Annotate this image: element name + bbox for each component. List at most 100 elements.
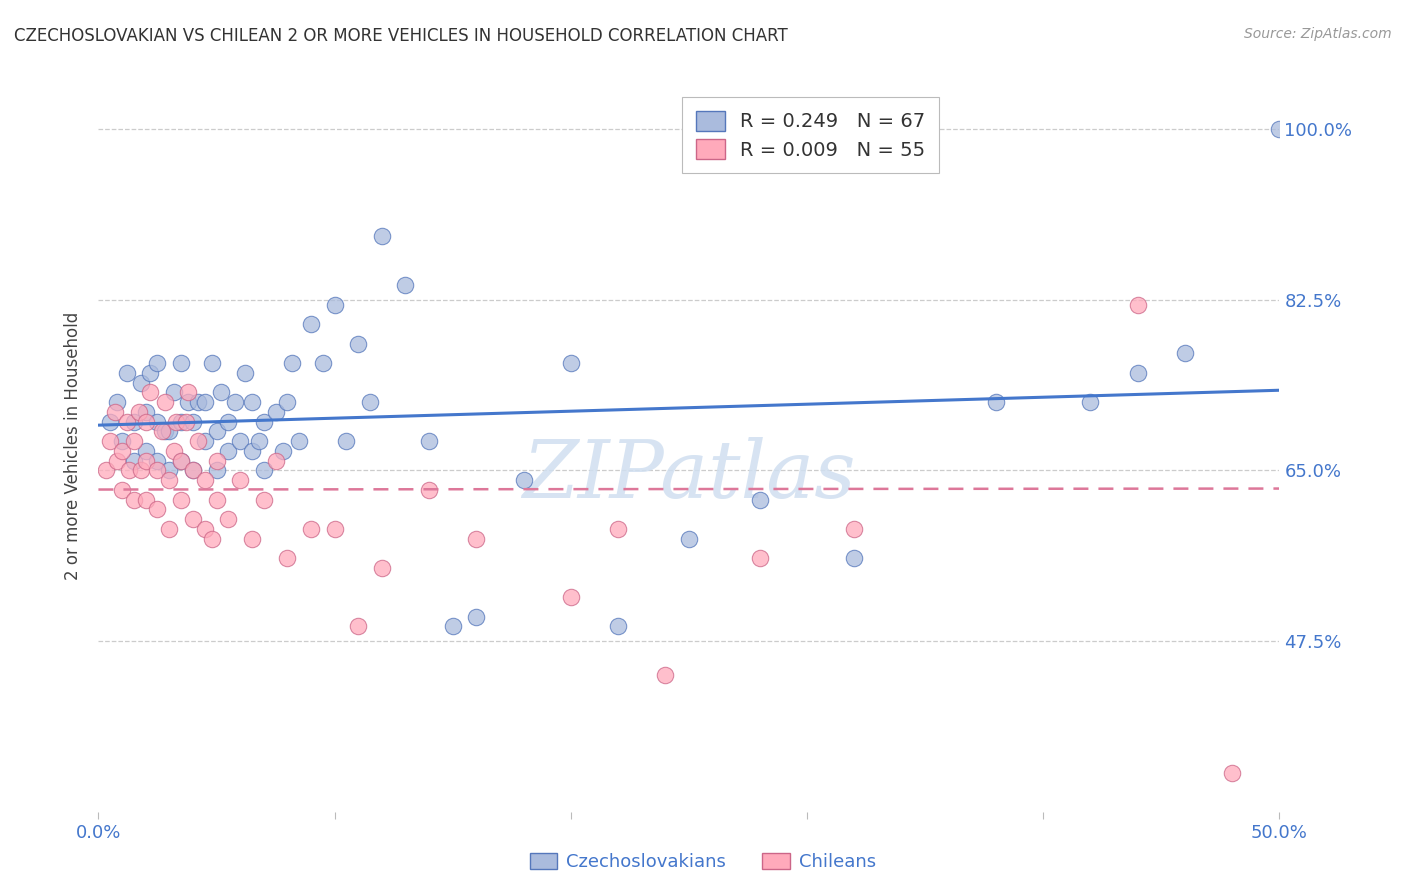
Y-axis label: 2 or more Vehicles in Household: 2 or more Vehicles in Household (65, 312, 83, 580)
Point (187, 434, 209, 449)
Point (323, 522, 346, 536)
Point (181, 415, 204, 429)
Point (247, 434, 270, 449)
Legend: R = 0.249   N = 67, R = 0.009   N = 55: R = 0.249 N = 67, R = 0.009 N = 55 (682, 97, 939, 173)
Point (122, 434, 145, 449)
Point (94, 463, 117, 477)
Point (170, 415, 193, 429)
Legend: Czechoslovakians, Chileans: Czechoslovakians, Chileans (523, 846, 883, 879)
Point (217, 512, 239, 526)
Point (177, 385, 200, 400)
Point (170, 453, 193, 467)
Point (205, 463, 228, 477)
Point (240, 443, 263, 458)
Point (465, 532, 488, 546)
Point (299, 522, 322, 536)
Point (174, 415, 197, 429)
Point (264, 405, 287, 419)
Point (607, 522, 630, 536)
Point (394, 278, 416, 293)
Point (150, 425, 173, 439)
Point (654, 668, 676, 682)
Point (1220, 765, 1243, 780)
Point (111, 483, 134, 497)
Point (335, 434, 357, 449)
Point (748, 551, 770, 566)
Point (253, 463, 276, 477)
Point (163, 443, 186, 458)
Point (323, 297, 346, 311)
Point (229, 434, 252, 449)
Point (157, 463, 180, 477)
Point (153, 395, 176, 409)
Point (135, 415, 157, 429)
Point (1126, 366, 1149, 380)
Point (135, 405, 157, 419)
Point (205, 453, 228, 467)
Point (264, 453, 287, 467)
Point (122, 453, 145, 467)
Point (181, 463, 204, 477)
Point (139, 366, 162, 380)
Point (512, 473, 534, 487)
Point (111, 443, 134, 458)
Point (146, 463, 169, 477)
Point (187, 395, 209, 409)
Point (1174, 346, 1197, 360)
Point (288, 434, 311, 449)
Point (224, 395, 246, 409)
Point (104, 405, 127, 419)
Point (240, 395, 263, 409)
Point (560, 356, 582, 370)
Point (181, 512, 204, 526)
Point (371, 561, 394, 575)
Point (844, 522, 866, 536)
Point (118, 463, 141, 477)
Point (205, 492, 228, 507)
Point (748, 492, 770, 507)
Point (139, 385, 162, 400)
Point (115, 366, 138, 380)
Point (165, 415, 187, 429)
Point (1080, 395, 1102, 409)
Point (560, 590, 582, 604)
Text: ZIPatlas: ZIPatlas (522, 436, 856, 514)
Point (253, 492, 276, 507)
Point (678, 532, 700, 546)
Point (146, 453, 169, 467)
Point (157, 425, 180, 439)
Point (418, 483, 440, 497)
Point (359, 395, 381, 409)
Point (105, 395, 128, 409)
Text: CZECHOSLOVAKIAN VS CHILEAN 2 OR MORE VEHICLES IN HOUSEHOLD CORRELATION CHART: CZECHOSLOVAKIAN VS CHILEAN 2 OR MORE VEH… (14, 27, 787, 45)
Point (111, 434, 134, 449)
Point (312, 356, 335, 370)
Point (194, 522, 217, 536)
Point (163, 385, 186, 400)
Point (201, 356, 224, 370)
Point (170, 492, 193, 507)
Point (115, 415, 138, 429)
Point (181, 463, 204, 477)
Point (607, 619, 630, 633)
Point (146, 415, 169, 429)
Point (157, 522, 180, 536)
Point (122, 492, 145, 507)
Point (299, 317, 322, 331)
Point (205, 425, 228, 439)
Point (129, 376, 152, 390)
Point (347, 619, 370, 633)
Point (233, 366, 256, 380)
Point (276, 551, 298, 566)
Point (135, 443, 157, 458)
Point (229, 473, 252, 487)
Point (984, 395, 1007, 409)
Point (135, 453, 157, 467)
Text: Source: ZipAtlas.com: Source: ZipAtlas.com (1244, 27, 1392, 41)
Point (105, 453, 128, 467)
Point (1126, 297, 1149, 311)
Point (170, 356, 193, 370)
Point (465, 609, 488, 624)
Point (347, 336, 370, 351)
Point (276, 395, 298, 409)
